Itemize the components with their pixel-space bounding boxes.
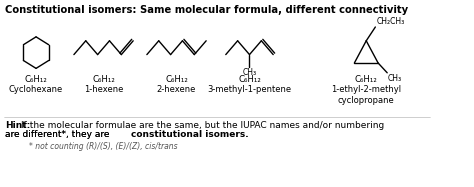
Text: If the molecular formulae are the same, but the IUPAC names and/or numbering: If the molecular formulae are the same, … [21, 121, 385, 130]
Text: C₆H₁₂: C₆H₁₂ [238, 75, 261, 84]
Text: are different*, they are: are different*, they are [5, 131, 112, 140]
Text: C₆H₁₂: C₆H₁₂ [355, 75, 378, 84]
Text: CH₂CH₃: CH₂CH₃ [376, 17, 404, 26]
Text: 3-methyl-1-pentene: 3-methyl-1-pentene [208, 85, 292, 94]
Text: constitutional isomers.: constitutional isomers. [131, 131, 249, 140]
Text: 1-ethyl-2-methyl
cyclopropane: 1-ethyl-2-methyl cyclopropane [331, 85, 401, 105]
Text: 1-hexene: 1-hexene [84, 85, 123, 94]
Text: C₆H₁₂: C₆H₁₂ [92, 75, 115, 84]
Text: are different*, they are: are different*, they are [5, 131, 112, 140]
Text: * not counting (R)/(S), (E)/(Z), cis/trans: * not counting (R)/(S), (E)/(Z), cis/tra… [29, 142, 177, 151]
Text: C₆H₁₂: C₆H₁₂ [25, 75, 47, 84]
Text: Constitutional isomers: Same molecular formula, different connectivity: Constitutional isomers: Same molecular f… [5, 5, 408, 15]
Text: CH₃: CH₃ [388, 74, 402, 83]
Text: Hint:: Hint: [5, 121, 30, 130]
Text: CH₃: CH₃ [242, 68, 256, 77]
Text: Cyclohexane: Cyclohexane [9, 85, 63, 94]
Text: C₆H₁₂: C₆H₁₂ [165, 75, 188, 84]
Text: 2-hexene: 2-hexene [157, 85, 196, 94]
